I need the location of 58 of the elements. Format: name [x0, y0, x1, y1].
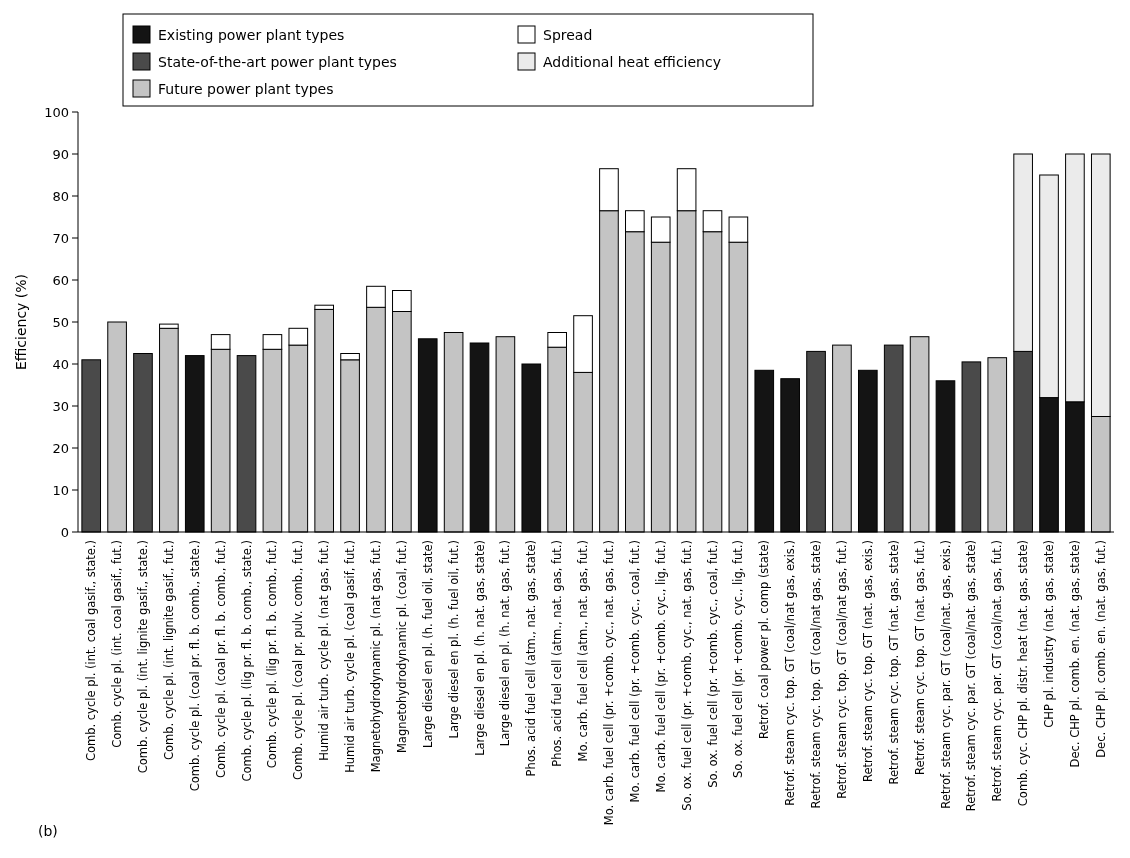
x-tick-label: Retrof. steam cyc. par. GT (coal/nat. gas, state)	[964, 540, 979, 812]
x-tick-label: Retrof. steam cyc. par. GT (coal/nat. gas, fut.)	[990, 540, 1005, 802]
y-tick-label: 100	[44, 104, 69, 120]
legend-label: Future power plant types	[158, 80, 334, 97]
x-tick-label: Mo. carb. fuel cell (pr. +comb. cyc., coal, fut.)	[627, 540, 642, 803]
y-tick-label: 70	[52, 230, 69, 246]
x-tick-label: Retrof. steam cyc. par. GT (coal/nat. gas, exis.)	[938, 540, 953, 809]
x-tick-label: Dec. CHP pl. comb. en. (nat. gas, fut.)	[1093, 540, 1108, 758]
x-tick-label: Large diesel en pl. (h. fuel oil, state)	[420, 540, 435, 749]
x-tick-label: Mo. carb. fuel cell (pr. +comb. cyc., nat. gas, fut.)	[601, 540, 616, 826]
x-tick-label: Phos. acid fuel cell (atm., nat. gas, fut.)	[550, 540, 565, 767]
x-tick-label: Retrof. coal power pl. comp (state)	[757, 540, 772, 739]
x-tick-label: Comb. cycle pl. (coal pr. fl. b. comb., state.)	[187, 540, 202, 792]
y-tick-label: 90	[52, 146, 69, 162]
x-tick-label: Comb. cycle pl. (lig pr. fl. b. comb., fut.)	[265, 540, 280, 769]
legend-label: State-of-the-art power plant types	[158, 53, 397, 70]
x-tick-label: So. ox. fuel cell (pr. +comb. cyc., lig, fut.)	[731, 540, 746, 778]
x-tick-label: Retrof. steam cyc. top. GT (coal/nat gas, exis.)	[783, 540, 798, 806]
x-tick-label: Retrof. steam cyc. top. GT (nat. gas, exis.)	[860, 540, 875, 782]
x-tick-label: Comb. cycle pl. (int. lignite gasif., state.)	[136, 540, 150, 774]
x-tick-label: Mo. carb. fuel cell (atm., nat. gas, fut.)	[576, 540, 591, 762]
x-tick-label: Phos. acid fuel cell (atm., nat. gas, state)	[524, 540, 539, 777]
x-tick-label: Magnetohydrodynamic pl. (nat gas, fut.)	[368, 540, 383, 773]
x-tick-label: Retrof. steam cyc. top. GT (coal/nat gas, state)	[809, 540, 824, 809]
x-tick-label: Retrof. steam cyc. top. GT (nat. gas, fut.)	[912, 540, 927, 775]
x-tick-label: Magnetohydrodynamic pl. (coal, fut.)	[394, 540, 409, 754]
x-tick-label: Comb. cycle pl. (coal pr. pulv. comb., fut.)	[291, 540, 306, 780]
y-tick-label: 80	[52, 188, 69, 204]
x-tick-label: Large diesel en pl. (h. nat. gas, state)	[472, 540, 487, 756]
text: (b)	[38, 823, 58, 839]
y-tick-label: 60	[52, 272, 69, 288]
y-tick-label: 20	[52, 440, 69, 456]
y-tick-label: 10	[52, 482, 69, 498]
x-tick-label: Dec. CHP pl. comb. en. (nat. gas, state)	[1067, 540, 1082, 768]
x-tick-label: Comb. cyc. CHP pl. distr. heat (nat. gas, state)	[1016, 540, 1031, 807]
x-tick-label: Comb. cycle pl. (int. coal gasif., state.)	[84, 540, 99, 762]
x-tick-label: Comb. cycle pl. (int. lignite gasif., fut.)	[161, 540, 176, 760]
legend-label: Spread	[543, 26, 593, 43]
legend-label: Existing power plant types	[158, 26, 345, 43]
legend-label: Additional heat efficiency	[543, 53, 721, 70]
x-tick-label: Comb. cycle pl. (int. coal gasif., fut.)	[110, 540, 125, 748]
x-tick-label: Large diesel en pl. (h. fuel oil, fut.)	[446, 540, 461, 739]
y-axis-title: Efficiency (%)	[13, 273, 29, 371]
y-tick-label: 40	[52, 356, 69, 372]
x-tick-label: Comb. cycle pl. (lig pr. fl. b. comb., state.)	[239, 540, 254, 782]
x-tick-label: Retrof. steam cyc. top. GT (coal/nat gas, fut.)	[834, 540, 849, 799]
x-tick-label: Large diesel en pl. (h. nat. gas, fut.)	[498, 540, 513, 747]
x-tick-label: So. ox. fuel cell (pr. +comb. cyc., nat. gas, fut.)	[679, 540, 694, 811]
x-tick-label: Humid air turb. cycle pl. (nat gas, fut.)	[317, 540, 332, 761]
y-tick-label: 0	[60, 524, 69, 540]
y-tick-label: 30	[52, 398, 69, 414]
x-tick-label: Humid air turb. cycle pl. (coal gasif, fut.)	[343, 540, 358, 773]
x-tick-label: Comb. cycle pl. (coal pr. fl. b. comb., fut.)	[213, 540, 228, 779]
x-tick-label: So. ox. fuel cell (pr. +comb. cyc., coal, fut.)	[705, 540, 720, 788]
x-tick-label: CHP pl. industry (nat. gas, state)	[1042, 540, 1057, 728]
x-tick-label: Retrof. steam cyc. top. GT (nat. gas, state)	[886, 540, 901, 785]
x-tick-label: Mo. carb. fuel cell (pr. +comb. cyc., lig, fut.)	[653, 540, 668, 793]
y-tick-label: 50	[52, 314, 69, 330]
